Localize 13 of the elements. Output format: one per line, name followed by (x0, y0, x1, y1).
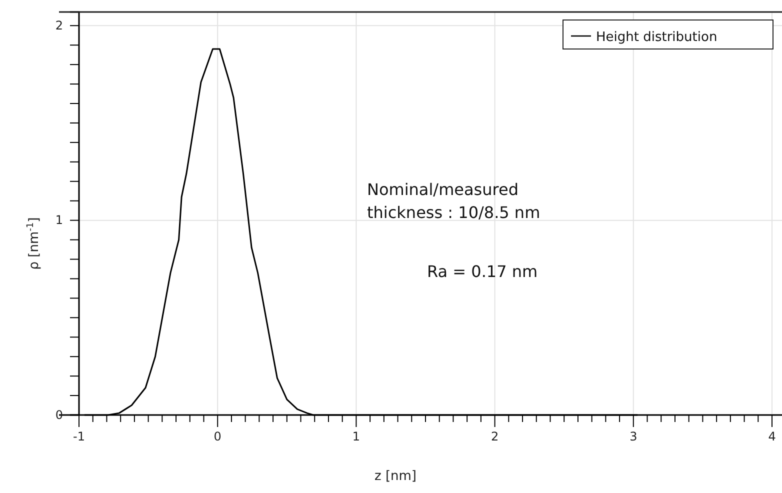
x-axis-title: z [nm] (374, 469, 417, 484)
y-tick-label: 2 (55, 18, 63, 32)
x-tick-label: 4 (768, 430, 776, 444)
x-tick-label: 1 (352, 430, 360, 444)
y-tick-label: 1 (55, 213, 63, 228)
y-tick-label: 0 (55, 408, 63, 422)
x-tick-label: -1 (73, 430, 85, 444)
x-tick-label: 0 (214, 430, 222, 444)
x-tick-label: 2 (490, 430, 499, 444)
x-tick-label: 3 (630, 430, 638, 444)
annotation: Nominal/measured thickness : 10/8.5 nm (367, 180, 540, 222)
annotation: Ra = 0.17 nm (427, 262, 538, 281)
legend-label: Height distribution (596, 30, 718, 45)
